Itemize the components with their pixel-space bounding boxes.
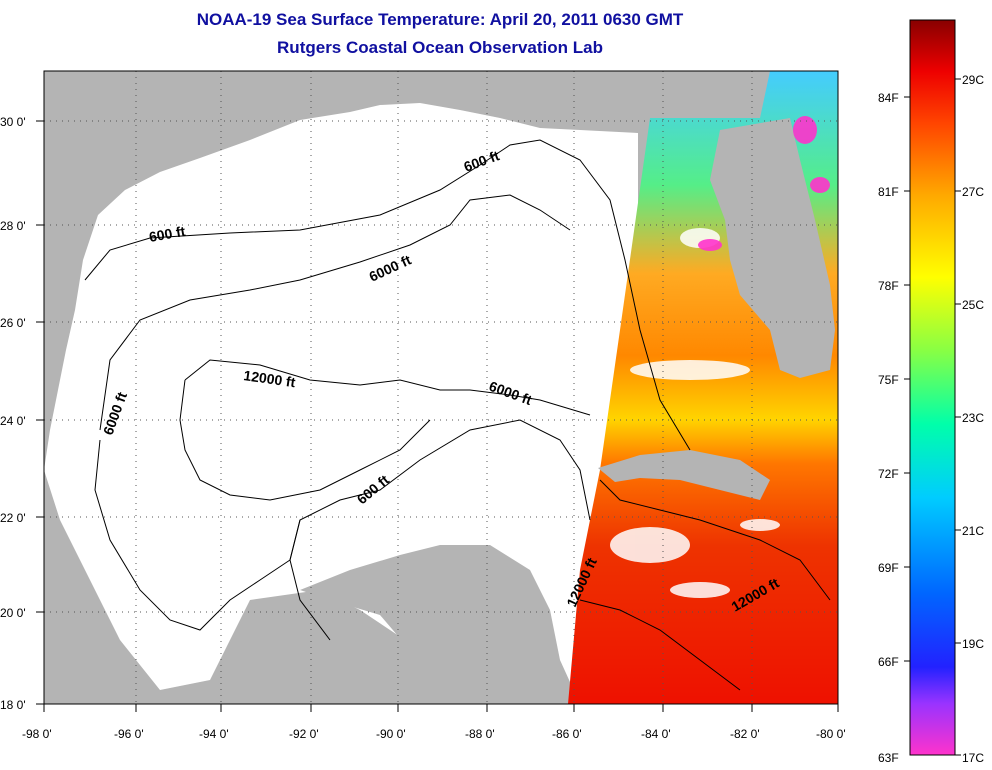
fahrenheit-label: 75F xyxy=(878,373,899,387)
fahrenheit-label: 66F xyxy=(878,655,899,669)
celsius-label: 29C xyxy=(962,73,984,87)
map-title: NOAA-19 Sea Surface Temperature: April 2… xyxy=(196,10,684,29)
tick-marks xyxy=(36,120,839,712)
colorbar-gradient xyxy=(909,19,956,756)
contour-label: 600 ft xyxy=(148,223,187,245)
celsius-label: 21C xyxy=(962,524,984,538)
graticule xyxy=(44,71,838,704)
fahrenheit-label: 81F xyxy=(878,185,899,199)
fahrenheit-label: 84F xyxy=(878,91,899,105)
celsius-label: 27C xyxy=(962,185,984,199)
bathymetry-contours xyxy=(84,139,831,691)
celsius-label: 17C xyxy=(962,751,984,765)
lat-tick-label: 18 0' xyxy=(0,698,26,712)
cloud-patches xyxy=(610,228,780,598)
cuba-land xyxy=(598,450,770,500)
fahrenheit-label: 69F xyxy=(878,561,899,575)
fahrenheit-label: 63F xyxy=(878,751,899,765)
contour-label: 12000 ft xyxy=(243,367,297,390)
lat-tick-label: 28 0' xyxy=(0,219,26,233)
fahrenheit-label: 72F xyxy=(878,467,899,481)
florida-land xyxy=(710,118,835,378)
lat-tick-label: 26 0' xyxy=(0,316,26,330)
colorbar-c-labels: 29C 27C 25C 23C 21C 19C 17C xyxy=(962,73,984,765)
plot-frame xyxy=(43,70,839,705)
colorbar-f-labels: 84F 81F 78F 75F 72F 69F 66F 63F xyxy=(878,91,899,765)
lat-tick-label: 20 0' xyxy=(0,606,26,620)
longitude-labels: -98 0' -96 0' -94 0' -92 0' -90 0' -88 0… xyxy=(22,727,846,741)
celsius-label: 25C xyxy=(962,298,984,312)
lat-tick-label: 22 0' xyxy=(0,511,26,525)
colorbar: 84F 81F 78F 75F 72F 69F 66F 63F 29C 27C … xyxy=(878,19,984,765)
celsius-label: 23C xyxy=(962,411,984,425)
lon-tick-label: -94 0' xyxy=(199,727,229,741)
lat-tick-label: 24 0' xyxy=(0,414,26,428)
colorbar-ticks xyxy=(904,78,961,756)
latitude-labels: 30 0' 28 0' 26 0' 24 0' 22 0' 20 0' 18 0… xyxy=(0,115,26,712)
lon-tick-label: -82 0' xyxy=(730,727,760,741)
lon-tick-label: -96 0' xyxy=(114,727,144,741)
yucatan-land xyxy=(300,545,580,704)
map-area: 600 ft 600 ft 6000 ft 6000 ft 12000 ft 6… xyxy=(44,71,838,704)
fahrenheit-label: 78F xyxy=(878,279,899,293)
lon-tick-label: -80 0' xyxy=(816,727,846,741)
lon-tick-label: -92 0' xyxy=(289,727,319,741)
lat-tick-label: 30 0' xyxy=(0,115,26,129)
lon-tick-label: -98 0' xyxy=(22,727,52,741)
cold-patches xyxy=(698,116,830,251)
lon-tick-label: -88 0' xyxy=(465,727,495,741)
map-subtitle: Rutgers Coastal Ocean Observation Lab xyxy=(277,38,603,57)
lon-tick-label: -86 0' xyxy=(552,727,582,741)
lon-tick-label: -90 0' xyxy=(376,727,406,741)
lon-tick-label: -84 0' xyxy=(641,727,671,741)
celsius-label: 19C xyxy=(962,637,984,651)
